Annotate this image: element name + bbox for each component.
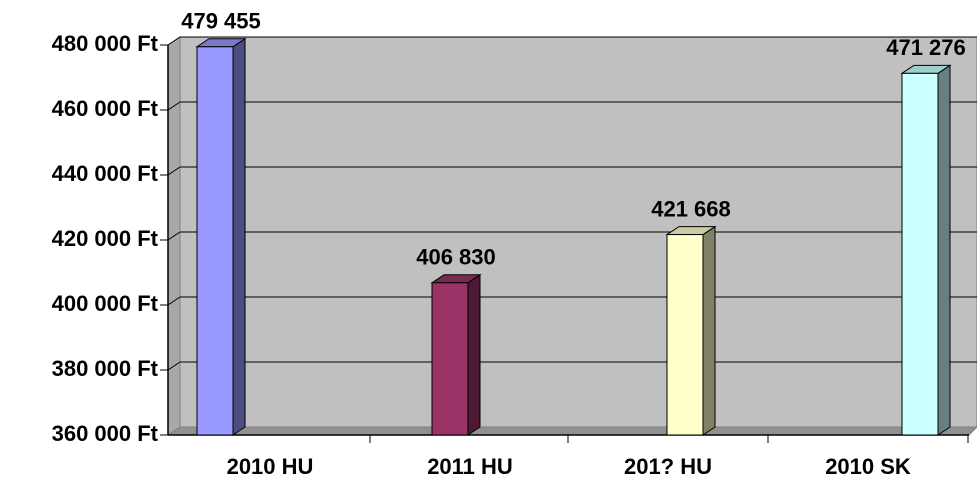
y-tick-label: 360 000 Ft xyxy=(52,421,159,446)
y-tick-label: 400 000 Ft xyxy=(52,291,159,316)
y-tick-label: 480 000 Ft xyxy=(52,31,159,56)
grid-line xyxy=(167,101,181,111)
bar xyxy=(196,46,234,436)
grid-line xyxy=(167,36,181,46)
y-tick-label: 380 000 Ft xyxy=(52,356,159,381)
grid-line xyxy=(167,166,181,176)
x-tick-label: 2010 HU xyxy=(227,454,314,479)
value-label: 471 276 xyxy=(886,35,966,60)
grid-line xyxy=(167,231,181,241)
floor xyxy=(166,426,977,436)
grid-line xyxy=(167,361,181,371)
bar xyxy=(666,234,704,436)
x-tick-label: 2011 HU xyxy=(427,454,513,479)
grid-line xyxy=(167,296,181,306)
value-label: 421 668 xyxy=(651,196,731,221)
bar-side xyxy=(467,273,481,436)
x-tick-label: 2010 SK xyxy=(825,454,911,479)
value-label: 406 830 xyxy=(416,245,496,270)
bar xyxy=(901,72,939,436)
bar-side xyxy=(937,64,951,436)
y-tick-label: 440 000 Ft xyxy=(52,161,159,186)
y-tick-label: 420 000 Ft xyxy=(52,226,159,251)
y-tick-label: 460 000 Ft xyxy=(52,96,159,121)
bar-side xyxy=(232,37,246,436)
bar-side xyxy=(702,225,716,436)
bar xyxy=(431,282,469,436)
x-tick-label: 201? HU xyxy=(624,454,712,479)
value-label: 479 455 xyxy=(181,9,261,34)
